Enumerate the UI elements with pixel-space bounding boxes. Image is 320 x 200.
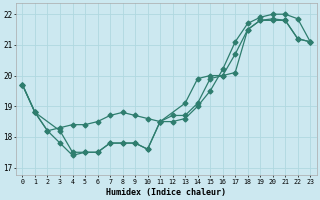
X-axis label: Humidex (Indice chaleur): Humidex (Indice chaleur) <box>106 188 226 197</box>
